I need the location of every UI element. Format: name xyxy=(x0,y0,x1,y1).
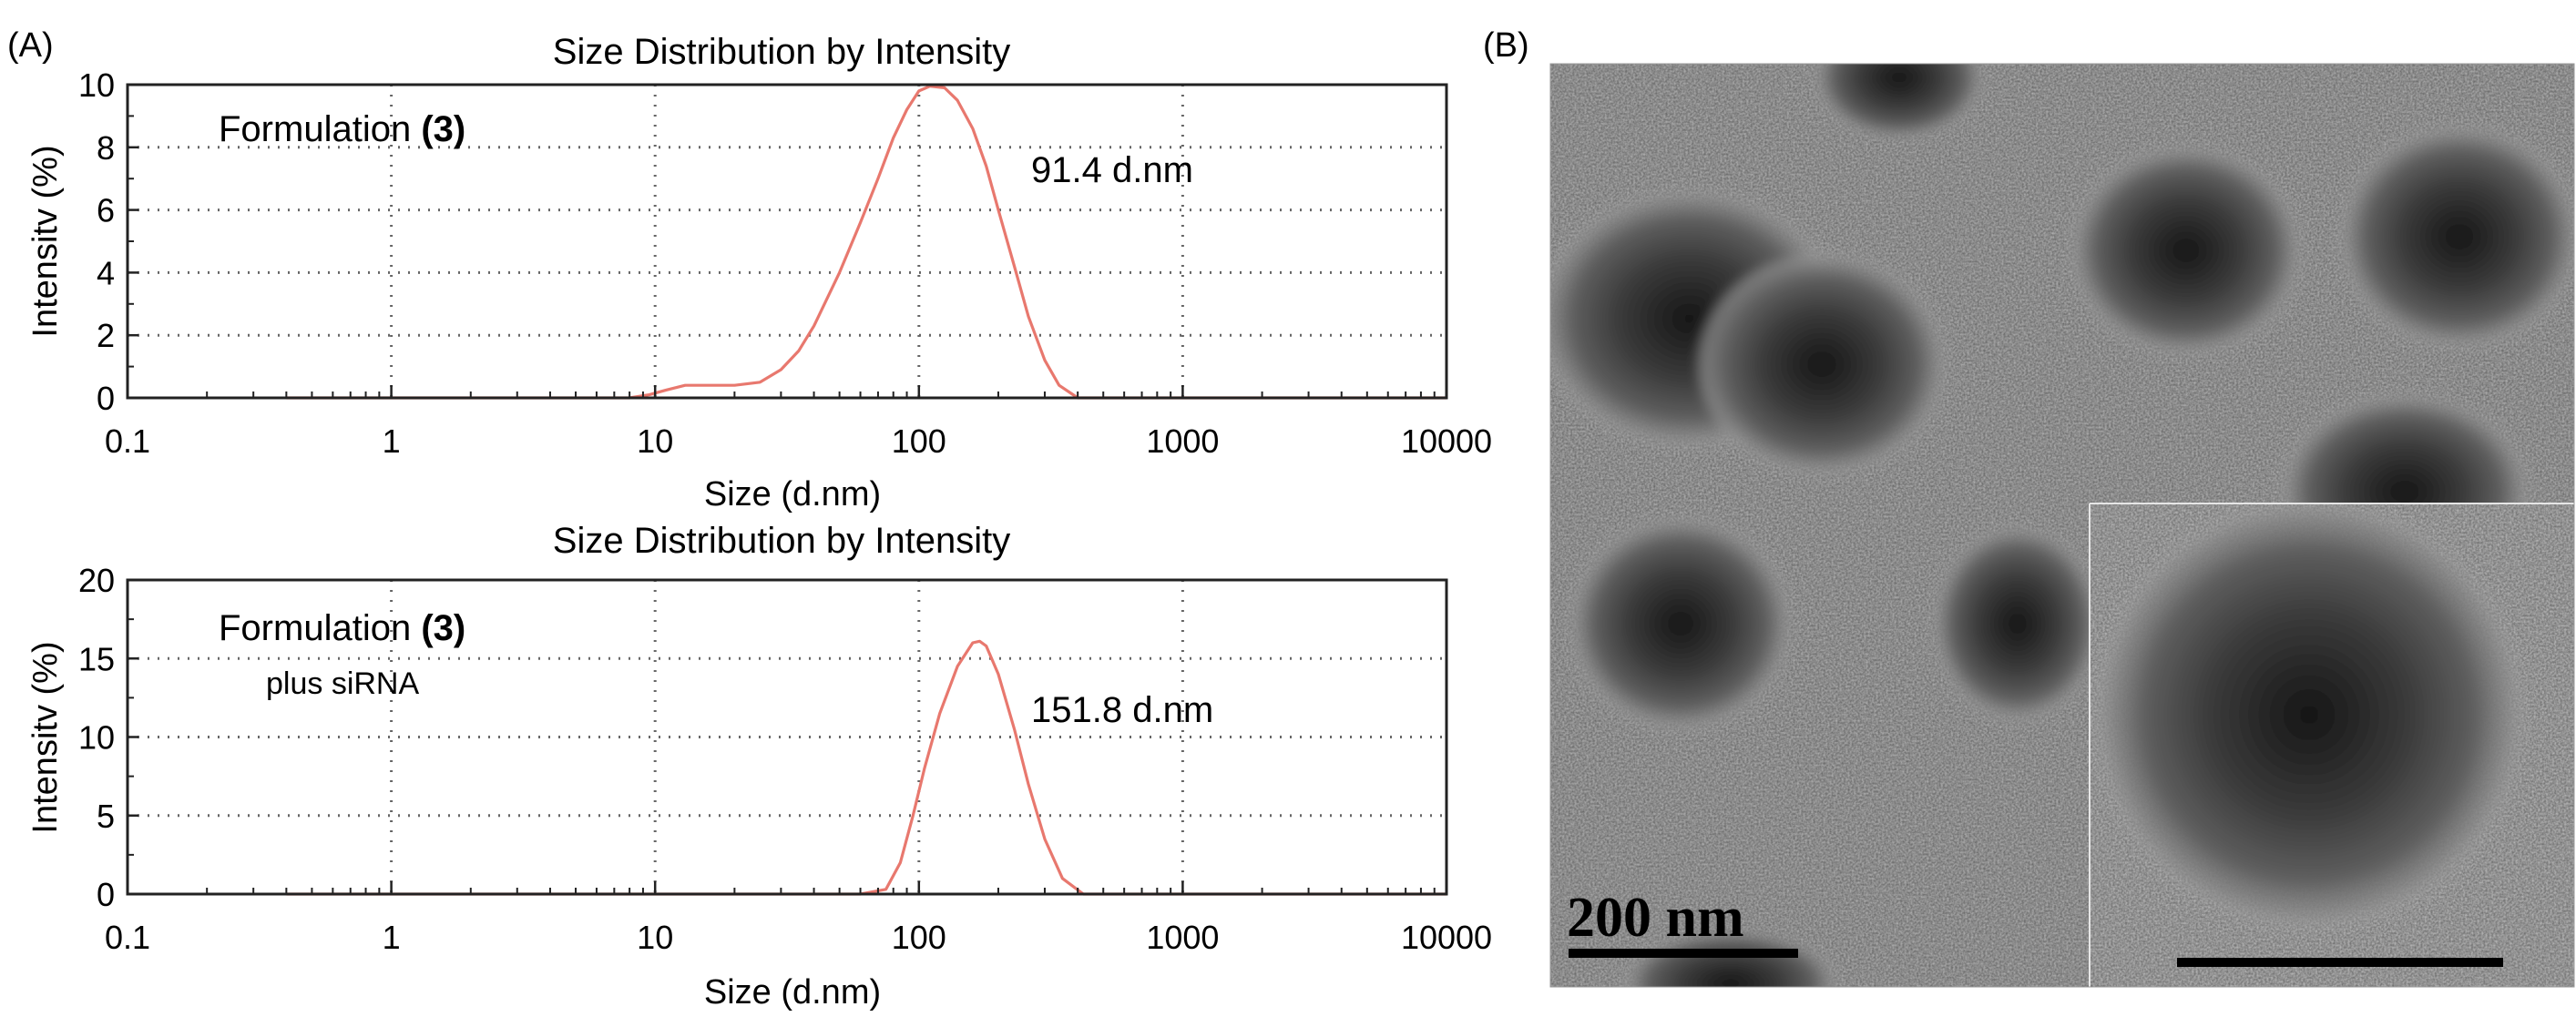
annotation-text: Formulation xyxy=(219,109,411,149)
x-tick-label: 1000 xyxy=(1146,919,1219,956)
peak-label: 91.4 d.nm xyxy=(1031,150,1193,190)
x-tick-label: 10 xyxy=(637,422,673,460)
inset-scale-bar xyxy=(2177,958,2503,967)
scale-bar xyxy=(1569,949,1798,958)
annotation: Formulation (3) xyxy=(219,109,465,149)
y-tick-label: 8 xyxy=(97,129,115,167)
nanoparticle xyxy=(1621,929,1840,987)
y-tick-label: 20 xyxy=(78,562,115,599)
x-tick-label: 100 xyxy=(892,422,946,460)
panel-a-label: (A) xyxy=(7,26,54,65)
nanoparticle xyxy=(2068,143,2305,358)
nanoparticle-zoom xyxy=(2090,503,2528,933)
y-tick-label: 0 xyxy=(97,380,115,417)
y-tick-label: 10 xyxy=(78,66,115,104)
annotation-bold: (3) xyxy=(421,109,465,149)
x-axis-label: Size (d.nm) xyxy=(704,973,881,1012)
series-line xyxy=(286,639,1446,896)
peak-label: 151.8 d.nm xyxy=(1031,690,1213,730)
annotation-line2: plus siRNA xyxy=(266,666,419,701)
x-tick-label: 1 xyxy=(383,919,401,956)
y-tick-label: 5 xyxy=(97,798,115,835)
y-tick-label: 0 xyxy=(97,876,115,913)
x-tick-label: 10000 xyxy=(1401,422,1492,460)
y-tick-label: 10 xyxy=(78,719,115,757)
chart-formulation-3: Size Distribution by Intensity 0.1 1 10 100… xyxy=(26,32,1492,514)
scale-bar-label: 200 nm xyxy=(1567,887,1744,949)
x-tick-label: 1 xyxy=(383,422,401,460)
nanoparticle xyxy=(2336,123,2574,351)
x-tick-label: 1000 xyxy=(1146,422,1219,460)
nanoparticle xyxy=(1694,250,1949,478)
x-axis-label: Size (d.nm) xyxy=(704,475,881,514)
y-tick-label: 6 xyxy=(97,192,115,229)
x-tick-label: 0.1 xyxy=(105,919,150,956)
annotation: Formulation (3) xyxy=(219,608,465,648)
y-tick-label: 2 xyxy=(97,317,115,354)
x-tick-label: 10 xyxy=(637,919,673,956)
annotation-bold: (3) xyxy=(421,608,465,648)
x-tick-label: 10000 xyxy=(1401,919,1492,956)
chart-title: Size Distribution by Intensity xyxy=(553,32,1010,72)
nanoparticle xyxy=(1931,524,2104,724)
y-tick-label: 4 xyxy=(97,254,115,291)
series-line xyxy=(286,85,1446,400)
y-axis-label: Intensitv (%) xyxy=(26,641,65,833)
y-axis-label: Intensitv (%) xyxy=(26,145,65,337)
tem-micrograph: 200 nm xyxy=(1549,63,2575,988)
inset-micrograph xyxy=(2090,503,2574,987)
x-tick-label: 0.1 xyxy=(105,422,150,460)
nanoparticle xyxy=(1567,514,1794,733)
annotation-text: Formulation xyxy=(219,608,411,648)
chart-title: Size Distribution by Intensity xyxy=(553,521,1010,561)
y-tick-label: 15 xyxy=(78,640,115,677)
x-tick-label: 100 xyxy=(892,919,946,956)
chart-formulation-3-plus-sirna: Size Distribution by Intensity 0.1 1 10 100… xyxy=(26,521,1492,1012)
nanoparticle xyxy=(1813,64,1986,141)
panel-b-label: (B) xyxy=(1483,26,1529,65)
